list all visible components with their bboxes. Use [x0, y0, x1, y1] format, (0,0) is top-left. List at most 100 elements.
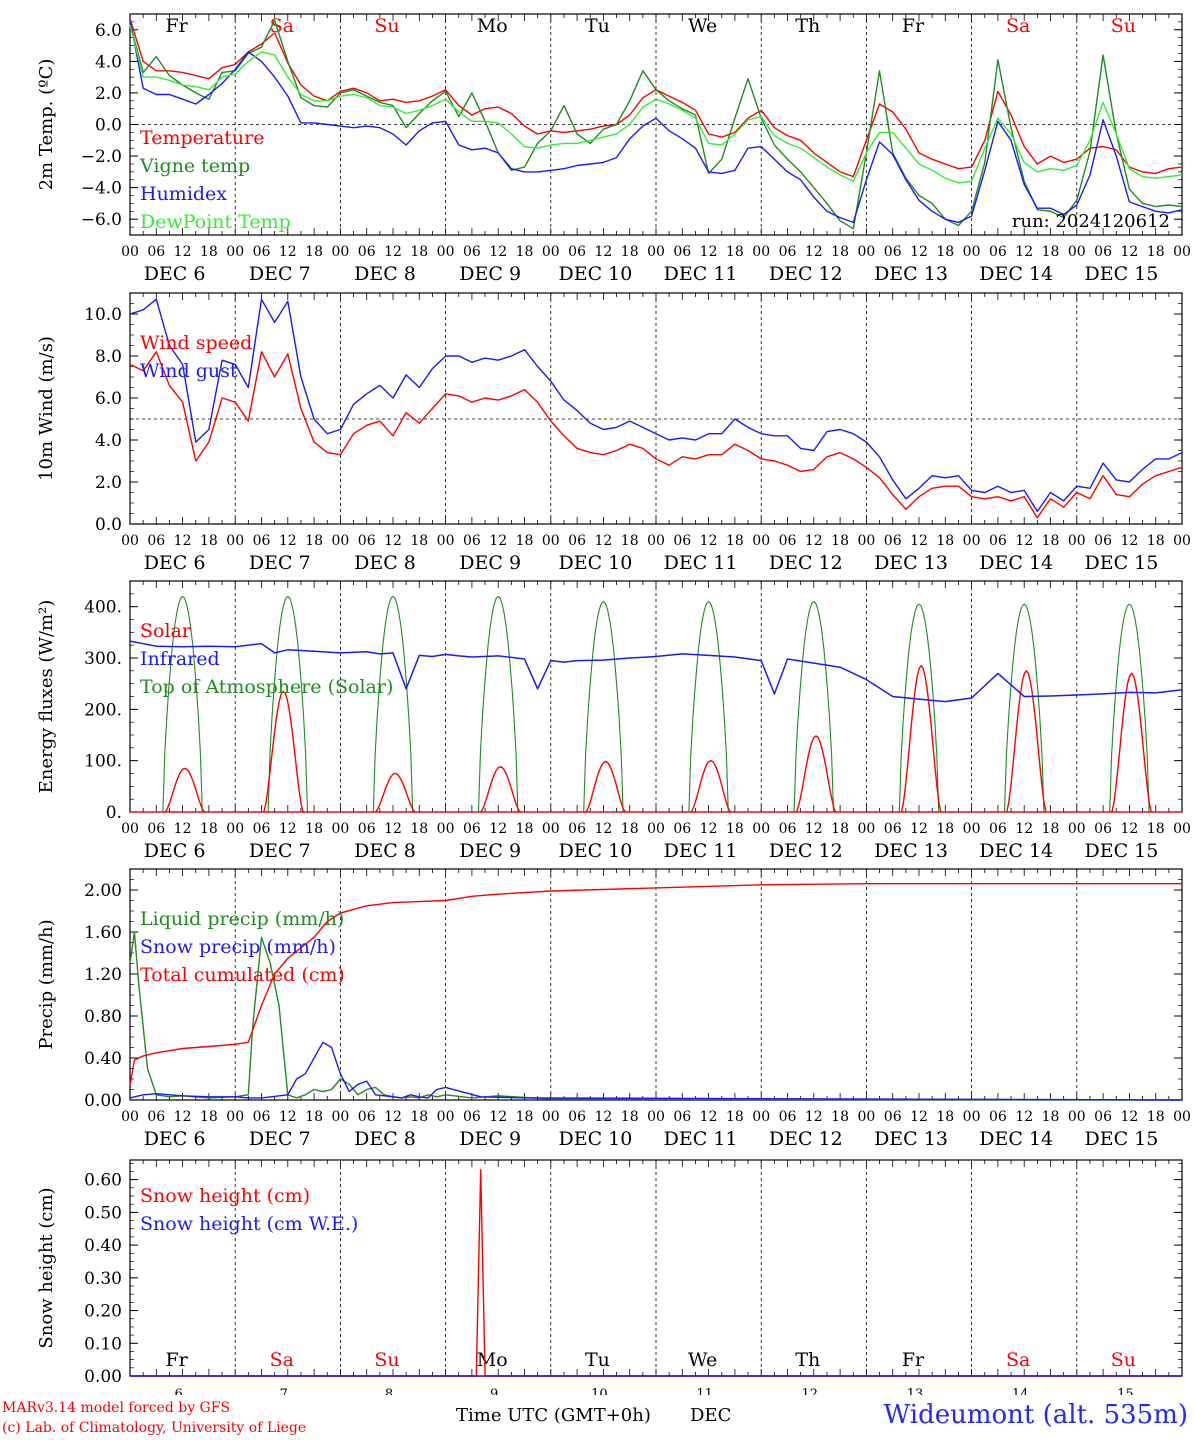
hour-tick-label: 12 [1015, 821, 1033, 837]
hour-tick-label: 00 [331, 1109, 349, 1125]
hour-tick-label: 12 [910, 244, 928, 260]
day-name: Mo [477, 1349, 508, 1371]
solar-curve [585, 761, 626, 813]
hour-tick-label: 12 [805, 821, 823, 837]
date-label: DEC 13 [874, 1128, 948, 1150]
hour-tick-label: 12 [700, 244, 718, 260]
hour-tick-label: 12 [1120, 1109, 1138, 1125]
y-axis-label: 10m Wind (m/s) [36, 336, 57, 481]
hour-tick-label: 06 [779, 244, 797, 260]
hour-tick-label: 18 [831, 821, 849, 837]
date-label: DEC 10 [558, 1128, 632, 1150]
date-label: DEC 8 [354, 263, 416, 285]
date-label: DEC 9 [459, 552, 521, 574]
y-tick-label: 200. [84, 700, 122, 720]
day-name: We [688, 1349, 717, 1371]
legend-entry: Wind gust [140, 360, 238, 382]
day-name: Su [374, 1349, 399, 1371]
hour-tick-label: 12 [384, 1109, 402, 1125]
date-label: DEC 10 [558, 263, 632, 285]
hour-tick-label: 18 [726, 244, 744, 260]
legend-entry: Humidex [140, 183, 227, 205]
day-number: 10 [591, 1387, 608, 1395]
hour-tick-label: 12 [1120, 821, 1138, 837]
legend-entry: Infrared [140, 648, 220, 670]
day-name: Fr [902, 1349, 925, 1371]
hour-tick-label: 06 [673, 821, 691, 837]
y-tick-label: 6.0 [95, 389, 122, 409]
hour-tick-label: 18 [200, 244, 218, 260]
hour-tick-label: 18 [410, 821, 428, 837]
legend-entry: Total cumulated (cm) [140, 964, 345, 986]
toa-solar-curve [1109, 603, 1150, 813]
date-label: DEC 13 [874, 840, 948, 862]
date-label: DEC 9 [459, 263, 521, 285]
hour-tick-label: 12 [1120, 533, 1138, 549]
day-name: Sa [270, 15, 294, 37]
hour-tick-label: 00 [857, 821, 875, 837]
hour-tick-label: 06 [253, 1109, 271, 1125]
hour-tick-label: 18 [831, 533, 849, 549]
hour-tick-label: 06 [358, 1109, 376, 1125]
series-dewpoint-temp [129, 24, 1183, 184]
hour-tick-label: 00 [857, 244, 875, 260]
date-label: DEC 15 [1084, 552, 1158, 574]
hour-tick-label: 18 [621, 1109, 639, 1125]
series-snow-precip-mm-h [129, 1041, 1183, 1101]
hour-tick-label: 18 [1042, 821, 1060, 837]
solar-curve [164, 767, 206, 813]
day-number: 11 [696, 1387, 713, 1395]
y-tick-label: 0.0 [95, 515, 122, 535]
day-name: Fr [165, 1349, 188, 1371]
hour-tick-label: 00 [1173, 244, 1191, 260]
y-axis-label: Snow height (cm) [36, 1187, 57, 1348]
hour-tick-label: 12 [910, 821, 928, 837]
credit-model: MARv3.14 model forced by GFS [2, 1400, 231, 1416]
hour-tick-label: 18 [936, 1109, 954, 1125]
date-label: DEC 8 [354, 1128, 416, 1150]
hour-tick-label: 06 [989, 821, 1007, 837]
y-tick-label: 4.0 [95, 431, 122, 451]
hour-tick-label: 12 [805, 533, 823, 549]
solar-curve [480, 766, 521, 813]
hour-tick-label: 00 [647, 1109, 665, 1125]
y-tick-label: 4.0 [95, 52, 122, 72]
hour-tick-label: 06 [568, 1109, 586, 1125]
day-name: Tu [585, 15, 610, 37]
series-wind-gust [129, 298, 1183, 513]
hour-tick-label: 12 [1015, 1109, 1033, 1125]
hour-tick-label: 18 [516, 1109, 534, 1125]
date-label: DEC 7 [249, 552, 311, 574]
y-tick-label: 0.60 [84, 1171, 122, 1191]
hour-tick-label: 06 [989, 244, 1007, 260]
panel-snow: 0.60 0.50 0.40 0.30 0.20 0.10 0.00 Snow height … [36, 1159, 1183, 1395]
date-label: DEC 8 [354, 552, 416, 574]
hour-tick-label: 18 [1147, 821, 1165, 837]
hour-tick-label: 18 [200, 821, 218, 837]
day-name: Su [1111, 1349, 1136, 1371]
hour-tick-label: 00 [121, 244, 139, 260]
panel-wind: 10.0 8.0 6.0 4.0 2.0 0.0 10m Wind (m/s) 00 06 12 1… [36, 292, 1191, 574]
date-label: DEC 13 [874, 263, 948, 285]
hour-tick-label: 12 [384, 244, 402, 260]
hour-tick-label: 00 [226, 244, 244, 260]
hour-tick-label: 06 [989, 533, 1007, 549]
hour-tick-label: 06 [147, 244, 165, 260]
hour-tick-label: 00 [1068, 244, 1086, 260]
legend-entry: Solar [140, 620, 192, 642]
hour-tick-label: 18 [726, 1109, 744, 1125]
date-label: DEC 6 [144, 263, 206, 285]
hour-tick-label: 06 [884, 1109, 902, 1125]
hour-tick-label: 18 [305, 244, 323, 260]
hour-tick-label: 18 [200, 1109, 218, 1125]
hour-tick-label: 00 [752, 1109, 770, 1125]
hour-tick-label: 00 [121, 821, 139, 837]
date-label: DEC 7 [249, 1128, 311, 1150]
y-tick-label: −2.0 [81, 147, 122, 167]
hour-tick-label: 18 [410, 1109, 428, 1125]
hour-tick-label: 00 [752, 821, 770, 837]
hour-tick-label: 12 [700, 1109, 718, 1125]
date-label: DEC 14 [979, 263, 1053, 285]
hour-tick-label: 18 [621, 533, 639, 549]
hour-tick-label: 00 [752, 533, 770, 549]
